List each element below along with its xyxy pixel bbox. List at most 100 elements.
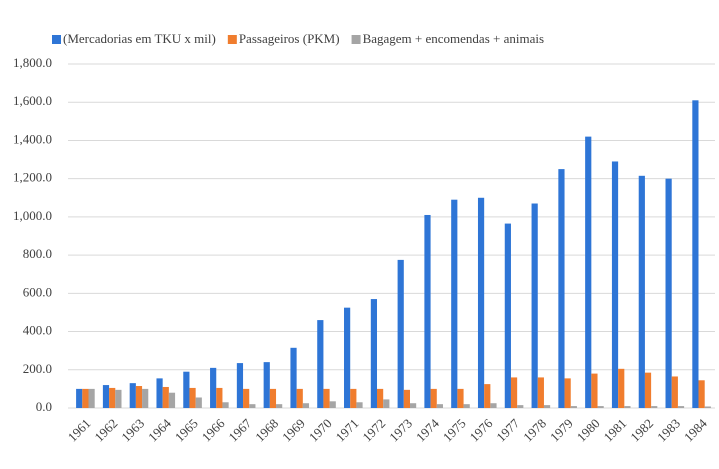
legend-swatch [227,35,237,44]
bar [156,378,163,408]
bar [477,197,485,408]
legend-swatch [351,35,361,44]
x-tick-label: 1982 [627,416,656,445]
bar [564,378,571,408]
bar [370,299,378,408]
bar [651,406,658,408]
bar [692,100,699,409]
bar [558,169,565,408]
y-tick-label: 600.0 [23,284,52,299]
bar [484,384,491,408]
bar [403,389,410,408]
bar [490,403,497,408]
bar [397,259,404,408]
x-tick-label: 1975 [440,416,469,445]
y-tick-label: 1,600.0 [13,93,52,108]
legend-label: Passageiros (PKM) [239,31,340,46]
bar [195,397,202,408]
bar [383,399,390,408]
bar [344,307,351,408]
bar [531,203,538,408]
bar [115,389,122,408]
bar [183,371,190,408]
bar [329,401,336,408]
bar [665,178,672,408]
x-tick-label: 1980 [574,416,603,445]
bar [510,377,518,408]
x-tick-label: 1967 [225,415,254,444]
bar [243,388,250,408]
x-tick-label: 1974 [413,415,442,444]
bar [618,368,625,408]
bar [210,367,217,408]
bar [356,402,363,408]
bar [88,388,95,408]
bar [591,373,598,408]
bar [236,363,244,408]
bar [671,376,678,408]
bar [517,405,524,408]
bar [585,136,592,408]
bar [638,175,645,408]
bar [216,387,223,408]
bar [263,362,270,408]
bar [377,388,384,408]
bar [430,388,437,408]
y-tick-label: 1,800.0 [13,55,52,70]
bar [162,386,169,408]
legend-label: (Mercadorias em TKU x mil) [63,31,216,46]
x-tick-label: 1977 [493,415,522,444]
bar [611,161,619,408]
bar [323,388,330,408]
bar [168,392,176,408]
x-tick-label: 1984 [681,415,710,444]
bar [129,383,136,408]
x-tick-label: 1978 [520,416,549,445]
x-tick-label: 1979 [547,416,576,445]
legend-swatch [52,35,61,44]
bar [109,387,116,408]
y-tick-label: 400.0 [23,323,52,338]
bar [597,406,604,408]
x-tick-label: 1971 [333,416,362,445]
x-tick-label: 1963 [118,416,147,445]
x-tick-label: 1966 [199,415,228,444]
bar [290,347,297,408]
x-tick-label: 1969 [279,416,308,445]
y-tick-label: 800.0 [23,246,52,261]
bar [189,387,196,408]
bar [135,386,143,408]
bar [409,403,417,408]
bar [269,388,277,408]
bar [296,388,303,408]
y-tick-label: 1,200.0 [13,170,52,185]
bar [704,406,711,408]
bar [249,404,256,408]
bar [350,388,357,408]
bar [570,406,577,408]
bar [82,388,89,408]
bar [644,372,652,408]
legend-label: Bagagem + encomendas + animais [363,31,544,46]
bar [543,405,551,408]
bar [424,214,431,408]
y-tick-label: 0.0 [36,399,52,414]
bar [222,402,229,408]
y-tick-label: 1,400.0 [13,131,52,146]
bar [76,388,83,408]
x-tick-label: 1964 [145,415,174,444]
bar [302,403,310,408]
x-tick-label: 1976 [467,415,496,444]
bar [504,223,511,408]
bar [436,404,443,408]
x-tick-label: 1968 [252,416,281,445]
bar [537,377,544,408]
y-tick-label: 200.0 [23,361,52,376]
x-tick-label: 1972 [359,416,388,445]
bar [698,380,705,408]
bar [317,320,324,408]
bar [624,406,631,408]
bar [463,404,470,408]
bar [142,388,149,408]
